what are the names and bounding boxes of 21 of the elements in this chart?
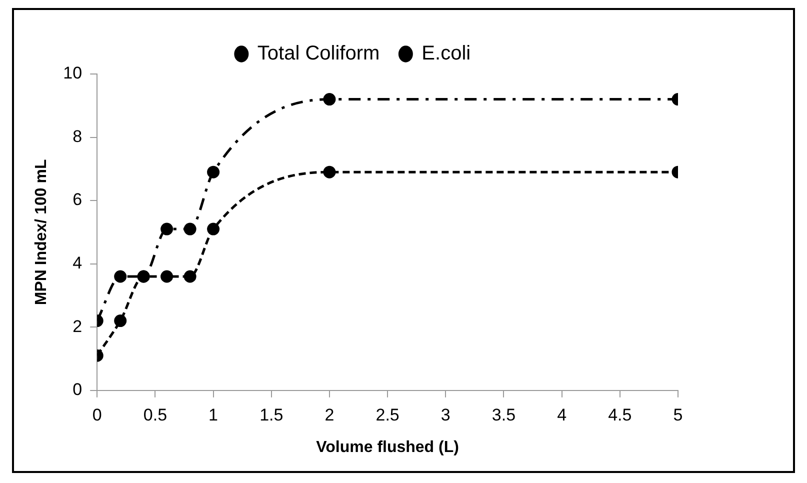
y-axis-title: MPN Index/ 100 mL [33,159,50,306]
legend-label: E.coli [422,42,471,65]
y-tick-label: 2 [72,316,82,336]
x-tick-label: 5 [673,405,683,424]
x-tick-label: 1.5 [260,405,284,424]
y-tick-label: 0 [72,380,82,400]
x-tick-label: 1 [208,405,218,424]
x-tick-label: 2.5 [376,405,400,424]
y-tick-label: 4 [72,254,82,273]
x-tick-label: 0 [92,405,102,424]
x-tick-label: 3.5 [492,405,516,424]
x-tick-label: 3 [440,405,450,424]
x-tick-label: 2 [324,405,334,424]
y-tick-label: 8 [72,126,82,146]
legend-label: Total Coliform [257,42,380,65]
x-axis-title: Volume flushed (L) [316,438,459,456]
x-tick-label: 4 [557,405,567,424]
y-tick-label: 10 [63,64,82,83]
x-tick-label: 4.5 [608,405,632,424]
x-tick-label: 0.5 [143,405,168,424]
y-tick-label: 6 [72,190,82,210]
